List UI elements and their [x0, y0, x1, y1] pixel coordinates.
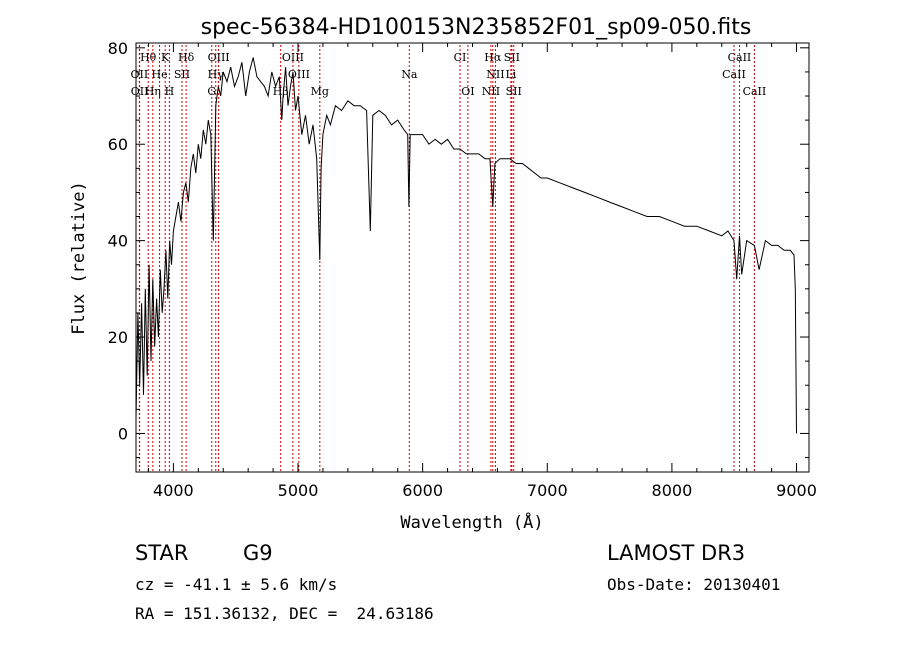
plot-frame — [135, 42, 810, 473]
line-marker-label: Na — [401, 68, 418, 81]
line-marker-label: Hδ — [178, 51, 195, 64]
x-tick-label: 5000 — [278, 481, 319, 500]
y-axis-label: Flux (relative) — [69, 181, 89, 335]
line-marker-label: OI — [461, 85, 474, 98]
x-axis-label: Wavelength (Å) — [400, 511, 543, 533]
survey-name: LAMOST DR3 — [607, 541, 746, 565]
x-tick-label: 8000 — [652, 481, 693, 500]
line-marker-label: OII — [131, 85, 149, 98]
line-marker-label: Hη — [145, 85, 161, 98]
ra-dec-coordinates: RA = 151.36132, DEC = 24.63186 — [135, 604, 434, 623]
line-marker-label: Hβ — [273, 85, 289, 98]
object-class: STAR — [135, 541, 189, 565]
observation-date: Obs-Date: 20130401 — [607, 575, 781, 594]
line-marker-label: CaII — [743, 85, 767, 98]
line-marker-label: G — [207, 85, 216, 98]
redshift-velocity: cz = -41.1 ± 5.6 km/s — [135, 575, 338, 594]
line-marker-label: NII — [482, 85, 500, 98]
line-marker-label: Hθ — [140, 51, 157, 64]
x-tick-label: 9000 — [776, 481, 817, 500]
line-marker-label: OIII — [282, 51, 304, 64]
y-tick-label: 20 — [108, 328, 128, 347]
line-marker-label: NII — [486, 68, 504, 81]
line-marker-label: Hα — [484, 51, 502, 64]
line-marker-label: Hγ — [208, 68, 225, 81]
line-marker-label: H — [165, 85, 175, 98]
x-tick-label: 6000 — [402, 481, 443, 500]
line-marker-label: SII — [506, 85, 522, 98]
y-tick-label: 0 — [118, 424, 128, 443]
y-tick-label: 80 — [108, 39, 128, 58]
axis-ticks: 4000 5000 6000 7000 8000 9000 0 20 40 60 80 — [108, 39, 817, 500]
line-marker-label: SII — [504, 51, 520, 64]
spectrum-line — [135, 57, 797, 434]
line-marker-label: OIII — [208, 51, 230, 64]
y-tick-label: 40 — [108, 232, 128, 251]
chart-title: spec-56384-HD100153N235852F01_sp09-050.f… — [201, 15, 752, 40]
line-marker-label: Li — [505, 68, 516, 81]
line-marker-label: He — [152, 68, 168, 81]
line-marker-label: OIII — [288, 68, 310, 81]
x-tick-label: 4000 — [153, 481, 194, 500]
line-marker-label: CaII — [728, 51, 752, 64]
line-marker-label: SII — [174, 68, 190, 81]
x-tick-label: 7000 — [527, 481, 568, 500]
line-marker-label: CaII — [722, 68, 746, 81]
object-subclass: G9 — [243, 541, 273, 565]
line-marker-label: CI — [454, 51, 467, 64]
y-tick-label: 60 — [108, 135, 128, 154]
line-marker-label: Mg — [311, 85, 329, 98]
line-marker-label: K — [161, 51, 170, 64]
